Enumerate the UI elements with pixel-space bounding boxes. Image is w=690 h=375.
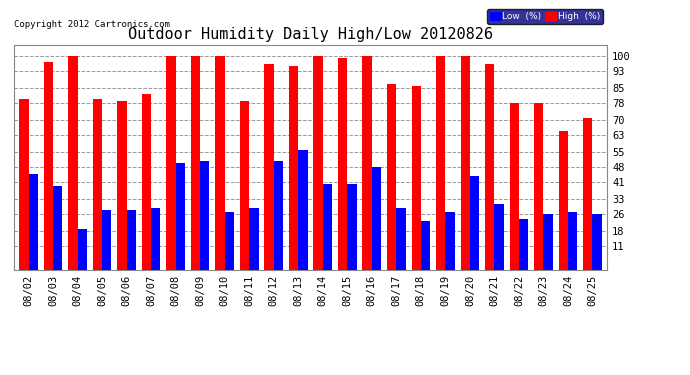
Title: Outdoor Humidity Daily High/Low 20120826: Outdoor Humidity Daily High/Low 20120826	[128, 27, 493, 42]
Bar	[166, 56, 176, 270]
Bar	[411, 86, 421, 270]
Bar	[68, 56, 77, 270]
Bar	[142, 94, 151, 270]
Bar	[362, 56, 372, 270]
Bar	[215, 56, 225, 270]
Bar	[313, 56, 323, 270]
Bar	[583, 118, 593, 270]
Bar	[43, 62, 53, 270]
Bar	[126, 210, 136, 270]
Bar	[323, 184, 332, 270]
Bar	[249, 208, 259, 270]
Bar	[225, 212, 234, 270]
Bar	[347, 184, 357, 270]
Legend: Low  (%), High  (%): Low (%), High (%)	[487, 9, 602, 24]
Bar	[445, 212, 455, 270]
Bar	[510, 103, 519, 270]
Bar	[28, 174, 38, 270]
Bar	[396, 208, 406, 270]
Text: Copyright 2012 Cartronics.com: Copyright 2012 Cartronics.com	[14, 20, 170, 29]
Bar	[102, 210, 111, 270]
Bar	[176, 163, 185, 270]
Bar	[289, 66, 298, 270]
Bar	[117, 101, 126, 270]
Bar	[387, 84, 396, 270]
Bar	[436, 56, 445, 270]
Bar	[151, 208, 161, 270]
Bar	[544, 214, 553, 270]
Bar	[53, 186, 62, 270]
Bar	[593, 214, 602, 270]
Bar	[19, 99, 28, 270]
Bar	[372, 167, 381, 270]
Bar	[92, 99, 102, 270]
Bar	[77, 229, 87, 270]
Bar	[460, 56, 470, 270]
Bar	[298, 150, 308, 270]
Bar	[240, 101, 249, 270]
Bar	[485, 64, 495, 270]
Bar	[559, 131, 568, 270]
Bar	[519, 219, 529, 270]
Bar	[191, 56, 200, 270]
Bar	[470, 176, 479, 270]
Bar	[568, 212, 578, 270]
Bar	[200, 161, 210, 270]
Bar	[421, 221, 430, 270]
Bar	[264, 64, 274, 270]
Bar	[534, 103, 544, 270]
Bar	[274, 161, 283, 270]
Bar	[338, 58, 347, 270]
Bar	[495, 204, 504, 270]
